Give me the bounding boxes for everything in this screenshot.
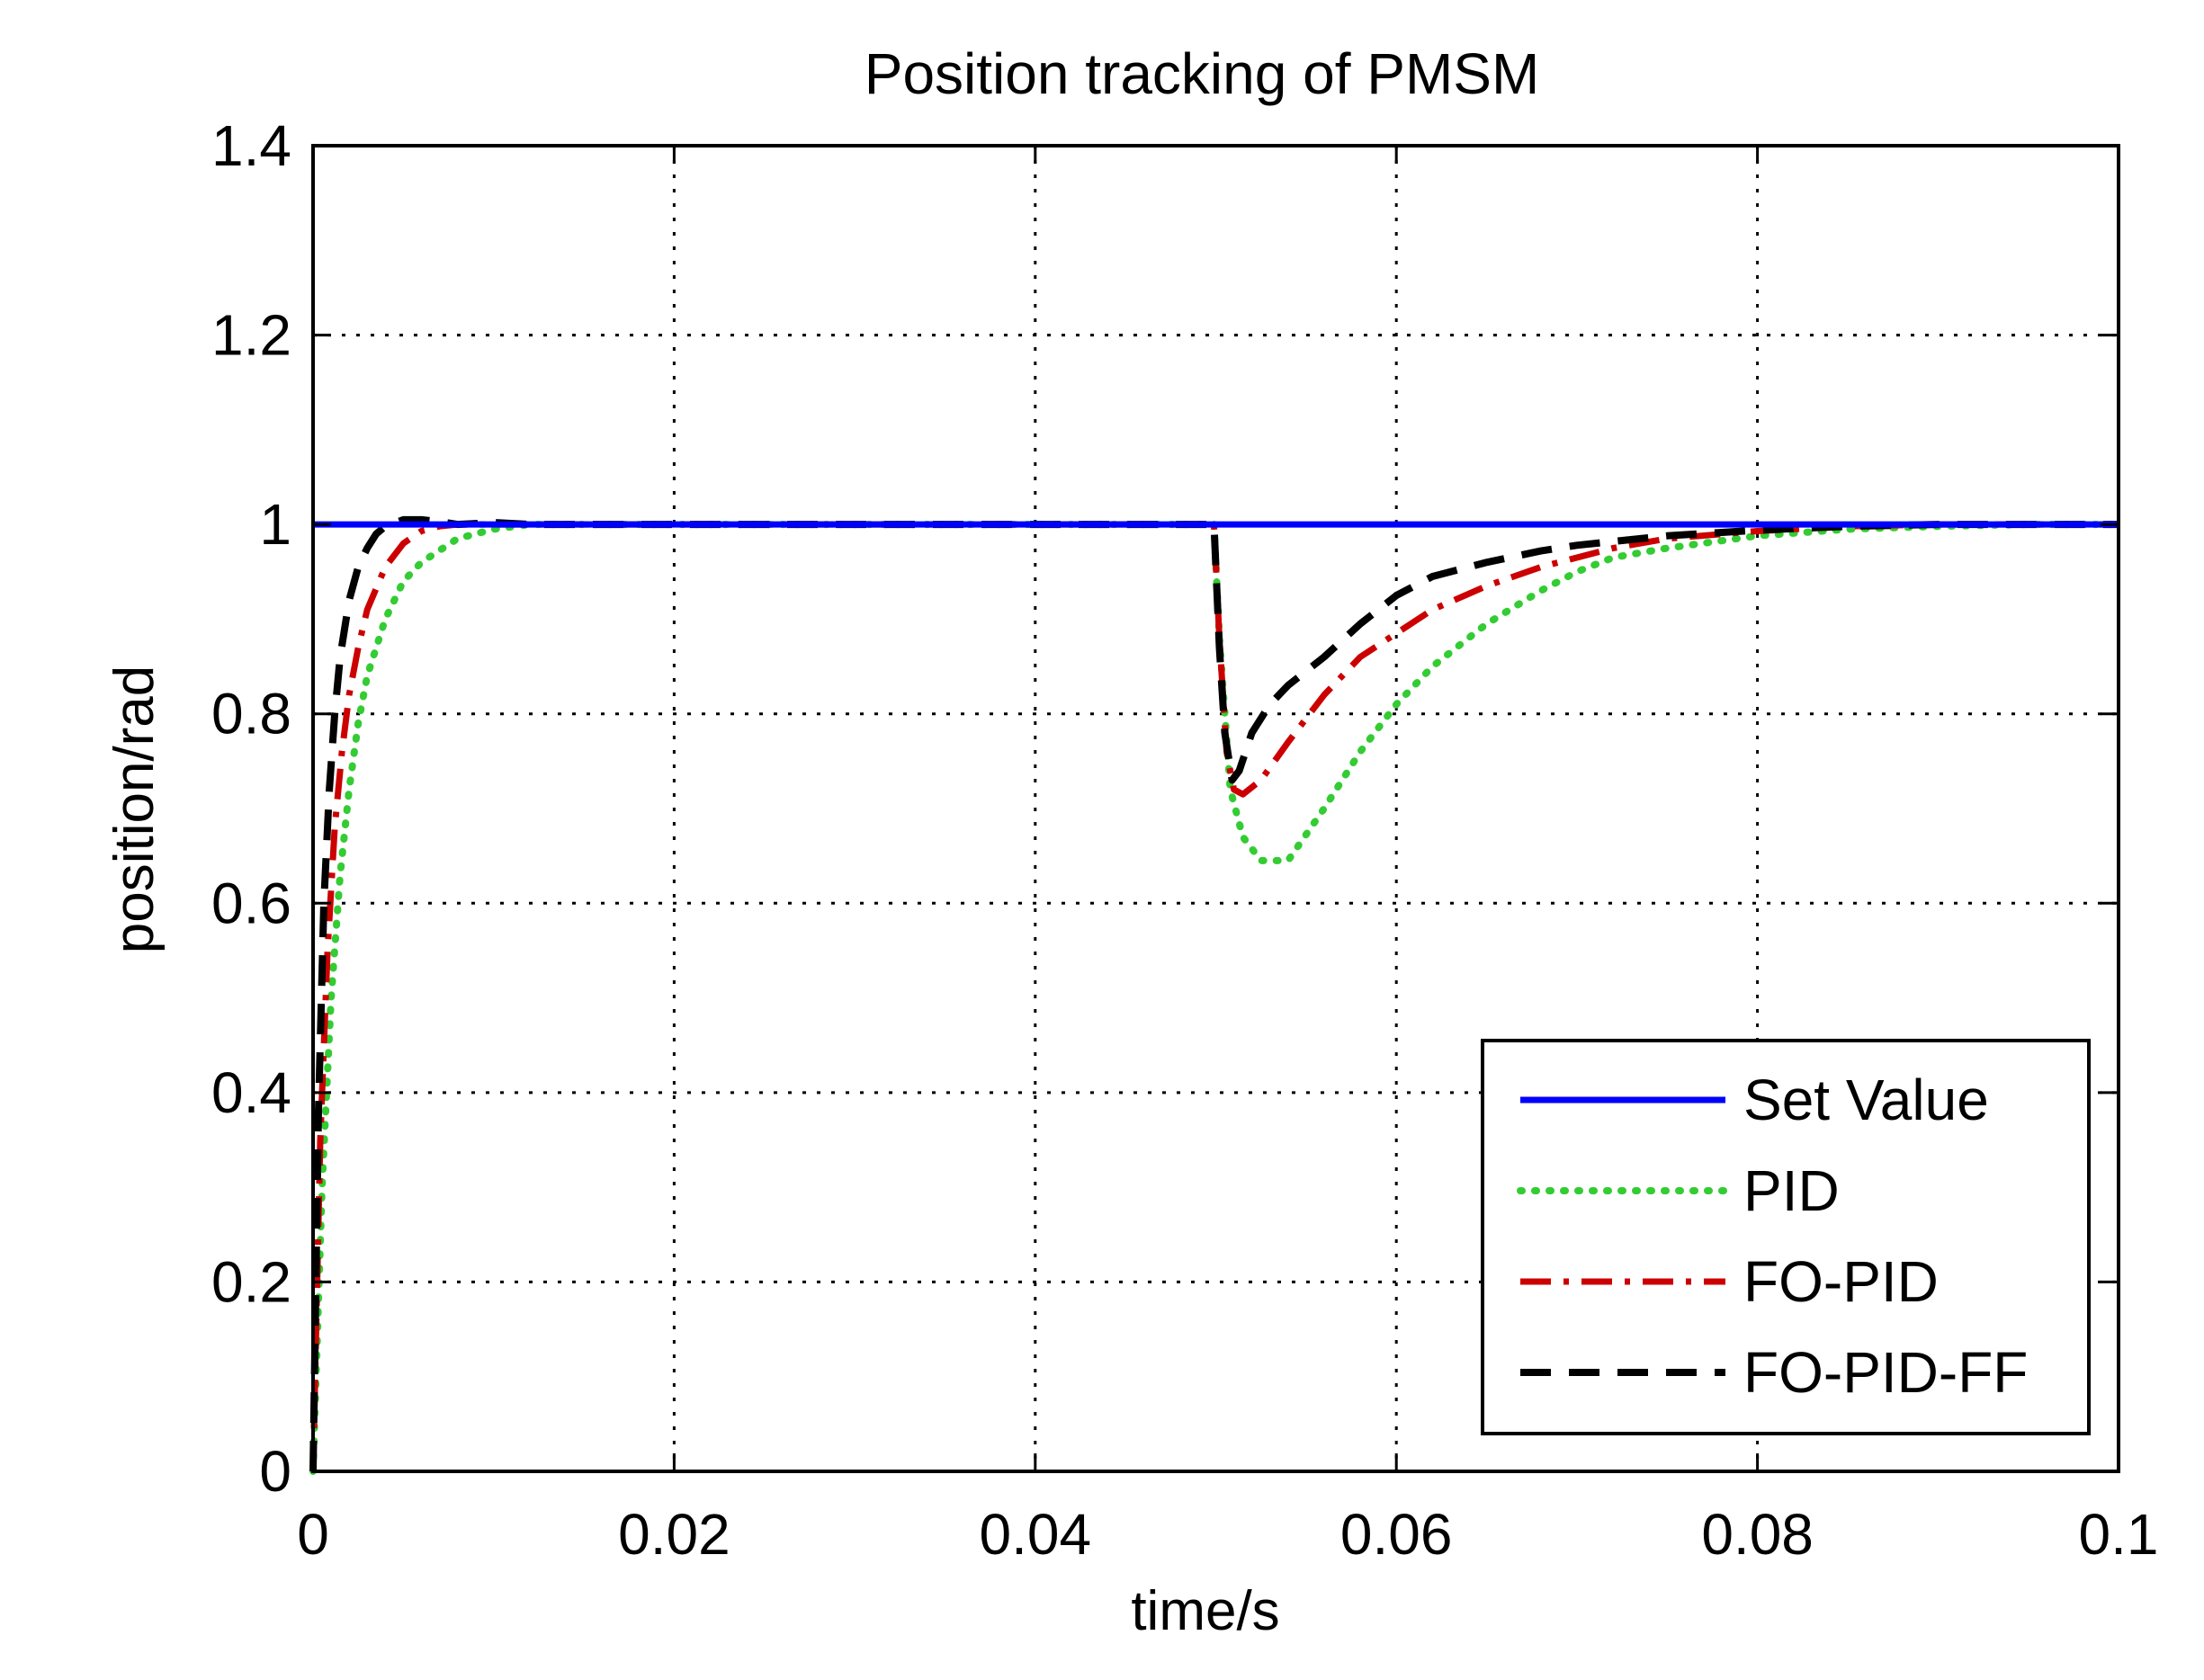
legend-items: Set Value PID FO-PID FO-PID-FF — [1517, 1068, 2028, 1405]
grid-lines — [313, 146, 2119, 1471]
legend-box — [1481, 1039, 2091, 1435]
y-axis-label: position/rad — [103, 666, 166, 954]
x-tick-label: 0.02 — [618, 1502, 730, 1567]
y-tick-label: 0 — [259, 1439, 291, 1504]
y-tick-labels: 0 0.2 0.4 0.6 0.8 1 1.2 1.4 — [211, 113, 291, 1504]
y-tick-label: 1.4 — [211, 113, 291, 178]
series-line-fo-pid — [309, 521, 2119, 1472]
series-group — [309, 515, 2122, 1475]
y-tick-label: 0.4 — [211, 1060, 291, 1125]
y-tick-label: 1.2 — [211, 303, 291, 368]
x-tick-labels: 0 0.02 0.04 0.06 0.08 0.1 — [297, 1502, 2158, 1567]
y-tick-label: 0.8 — [211, 682, 291, 746]
plot-border — [311, 144, 2120, 1473]
legend-label: FO-PID — [1743, 1249, 1939, 1314]
legend-label: PID — [1743, 1158, 1840, 1223]
legend: Set Value PID FO-PID FO-PID-FF — [1481, 1039, 2091, 1435]
x-tick-label: 0 — [297, 1502, 329, 1567]
tick-marks — [311, 144, 2120, 1473]
y-tick-label: 0.2 — [211, 1249, 291, 1314]
chart-title: Position tracking of PMSM — [865, 41, 1540, 106]
y-tick-label: 1 — [259, 492, 291, 557]
legend-label: Set Value — [1743, 1068, 1989, 1132]
x-axis-label: time/s — [1131, 1580, 1279, 1642]
x-tick-label: 0.06 — [1340, 1502, 1453, 1567]
x-tick-label: 0.1 — [2079, 1502, 2159, 1567]
x-tick-label: 0.04 — [980, 1502, 1092, 1567]
x-tick-label: 0.08 — [1701, 1502, 1814, 1567]
legend-label: FO-PID-FF — [1743, 1340, 2028, 1405]
y-tick-label: 0.6 — [211, 871, 291, 935]
